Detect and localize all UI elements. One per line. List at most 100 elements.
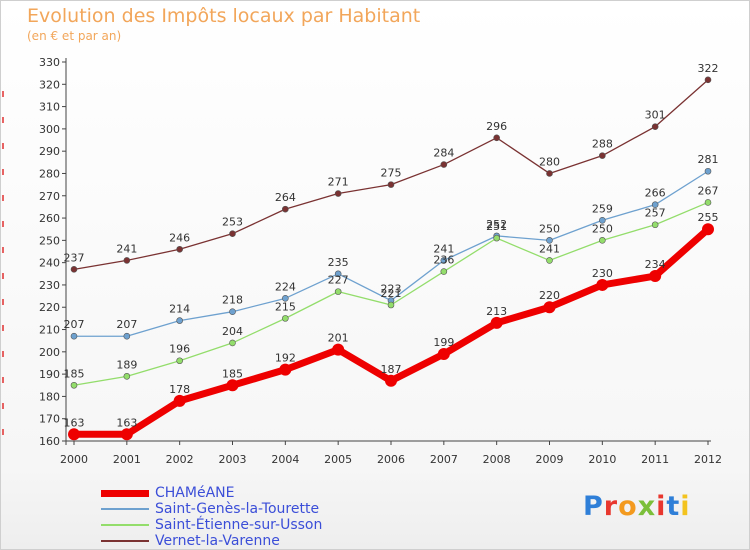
data-point [651,123,659,130]
data-point [282,295,289,302]
data-label: 213 [486,305,507,318]
data-label: 234 [645,258,666,271]
legend: CHAMéANE Saint-Genès-la-Tourette Saint-Éti… [101,485,322,549]
y-tick-label: 160 [39,435,60,448]
y-tick-label: 330 [39,56,60,69]
data-point [546,257,553,264]
data-label: 178 [169,383,190,396]
legend-item: Vernet-la-Varenne [101,533,322,549]
data-point [599,216,606,224]
data-label: 267 [698,184,719,197]
data-label: 275 [381,167,402,180]
data-point [599,237,606,244]
logo-letter: x [637,491,657,522]
data-label: 252 [486,218,507,231]
x-tick-label: 2008 [483,453,511,466]
y-tick-label: 200 [39,346,60,359]
data-point [440,257,448,264]
logo-letter: t [666,491,681,522]
data-label: 185 [64,367,85,380]
data-label: 301 [645,109,666,122]
data-point [385,374,397,387]
data-point [704,167,712,175]
data-label: 288 [592,138,613,151]
x-tick-label: 2001 [113,453,141,466]
data-label: 223 [381,283,402,296]
data-label: 192 [275,352,296,365]
data-point [68,428,80,441]
series-line-0 [70,225,712,438]
data-label: 253 [222,216,243,229]
data-label: 185 [222,367,243,380]
data-point [226,379,239,392]
data-label: 224 [275,280,296,293]
data-point [440,268,448,275]
data-label: 266 [645,187,666,200]
chart-title: Evolution des Impôts locaux par Habitant [27,5,421,27]
data-label: 255 [698,211,719,224]
y-tick-label: 260 [39,212,60,225]
legend-item: CHAMéANE [101,485,322,501]
data-point [651,201,659,208]
data-point [334,288,342,295]
legend-label: Saint-Genès-la-Tourette [155,501,320,517]
x-tick-label: 2009 [536,453,564,466]
legend-swatch [101,540,149,542]
data-point [649,270,662,283]
y-tick-label: 310 [39,101,60,114]
data-point [599,152,606,159]
data-label: 207 [116,318,137,331]
data-label: 296 [486,120,507,133]
data-point [229,339,236,347]
x-tick-label: 2003 [219,453,247,466]
data-point [70,381,78,389]
data-point [70,266,78,273]
y-tick-label: 210 [39,324,60,337]
y-tick-label: 240 [39,257,60,270]
logo-letter: i [656,491,667,522]
y-tick-label: 300 [39,123,60,136]
chart-subtitle: (en € et par an) [27,29,122,43]
data-label: 201 [328,332,349,345]
x-tick-label: 2012 [694,453,722,466]
data-label: 241 [116,242,137,255]
data-point [704,76,712,84]
data-point [546,237,553,244]
x-tick-label: 2007 [430,453,458,466]
data-label: 271 [328,176,349,189]
data-point [279,363,292,376]
y-tick-label: 220 [39,301,60,314]
data-point [123,332,131,340]
y-tick-label: 230 [39,279,60,292]
data-point [282,205,289,213]
data-label: 187 [381,363,402,376]
data-point [493,134,500,142]
legend-item: Saint-Étienne-sur-Usson [101,517,322,533]
data-label: 218 [222,294,243,307]
data-label: 163 [64,416,85,429]
data-point [334,190,342,197]
y-tick-label: 320 [39,78,60,91]
y-tick-label: 180 [39,390,60,403]
data-point [704,199,712,206]
legend-swatch [101,508,149,510]
data-label: 199 [433,336,454,349]
x-tick-label: 2002 [166,453,194,466]
data-point [334,270,342,278]
data-point [651,221,659,229]
data-point [229,230,236,237]
data-point [332,343,345,356]
data-label: 322 [698,62,719,75]
data-label: 284 [433,147,454,160]
logo-letter: i [680,491,691,522]
legend-label: Vernet-la-Varenne [155,533,280,549]
data-point [493,234,500,242]
x-tick-label: 2005 [324,453,352,466]
x-tick-label: 2011 [641,453,669,466]
data-point [70,332,78,340]
data-label: 280 [539,155,560,168]
y-tick-label: 280 [39,167,60,180]
legend-swatch [101,489,149,497]
y-tick-label: 190 [39,368,60,381]
